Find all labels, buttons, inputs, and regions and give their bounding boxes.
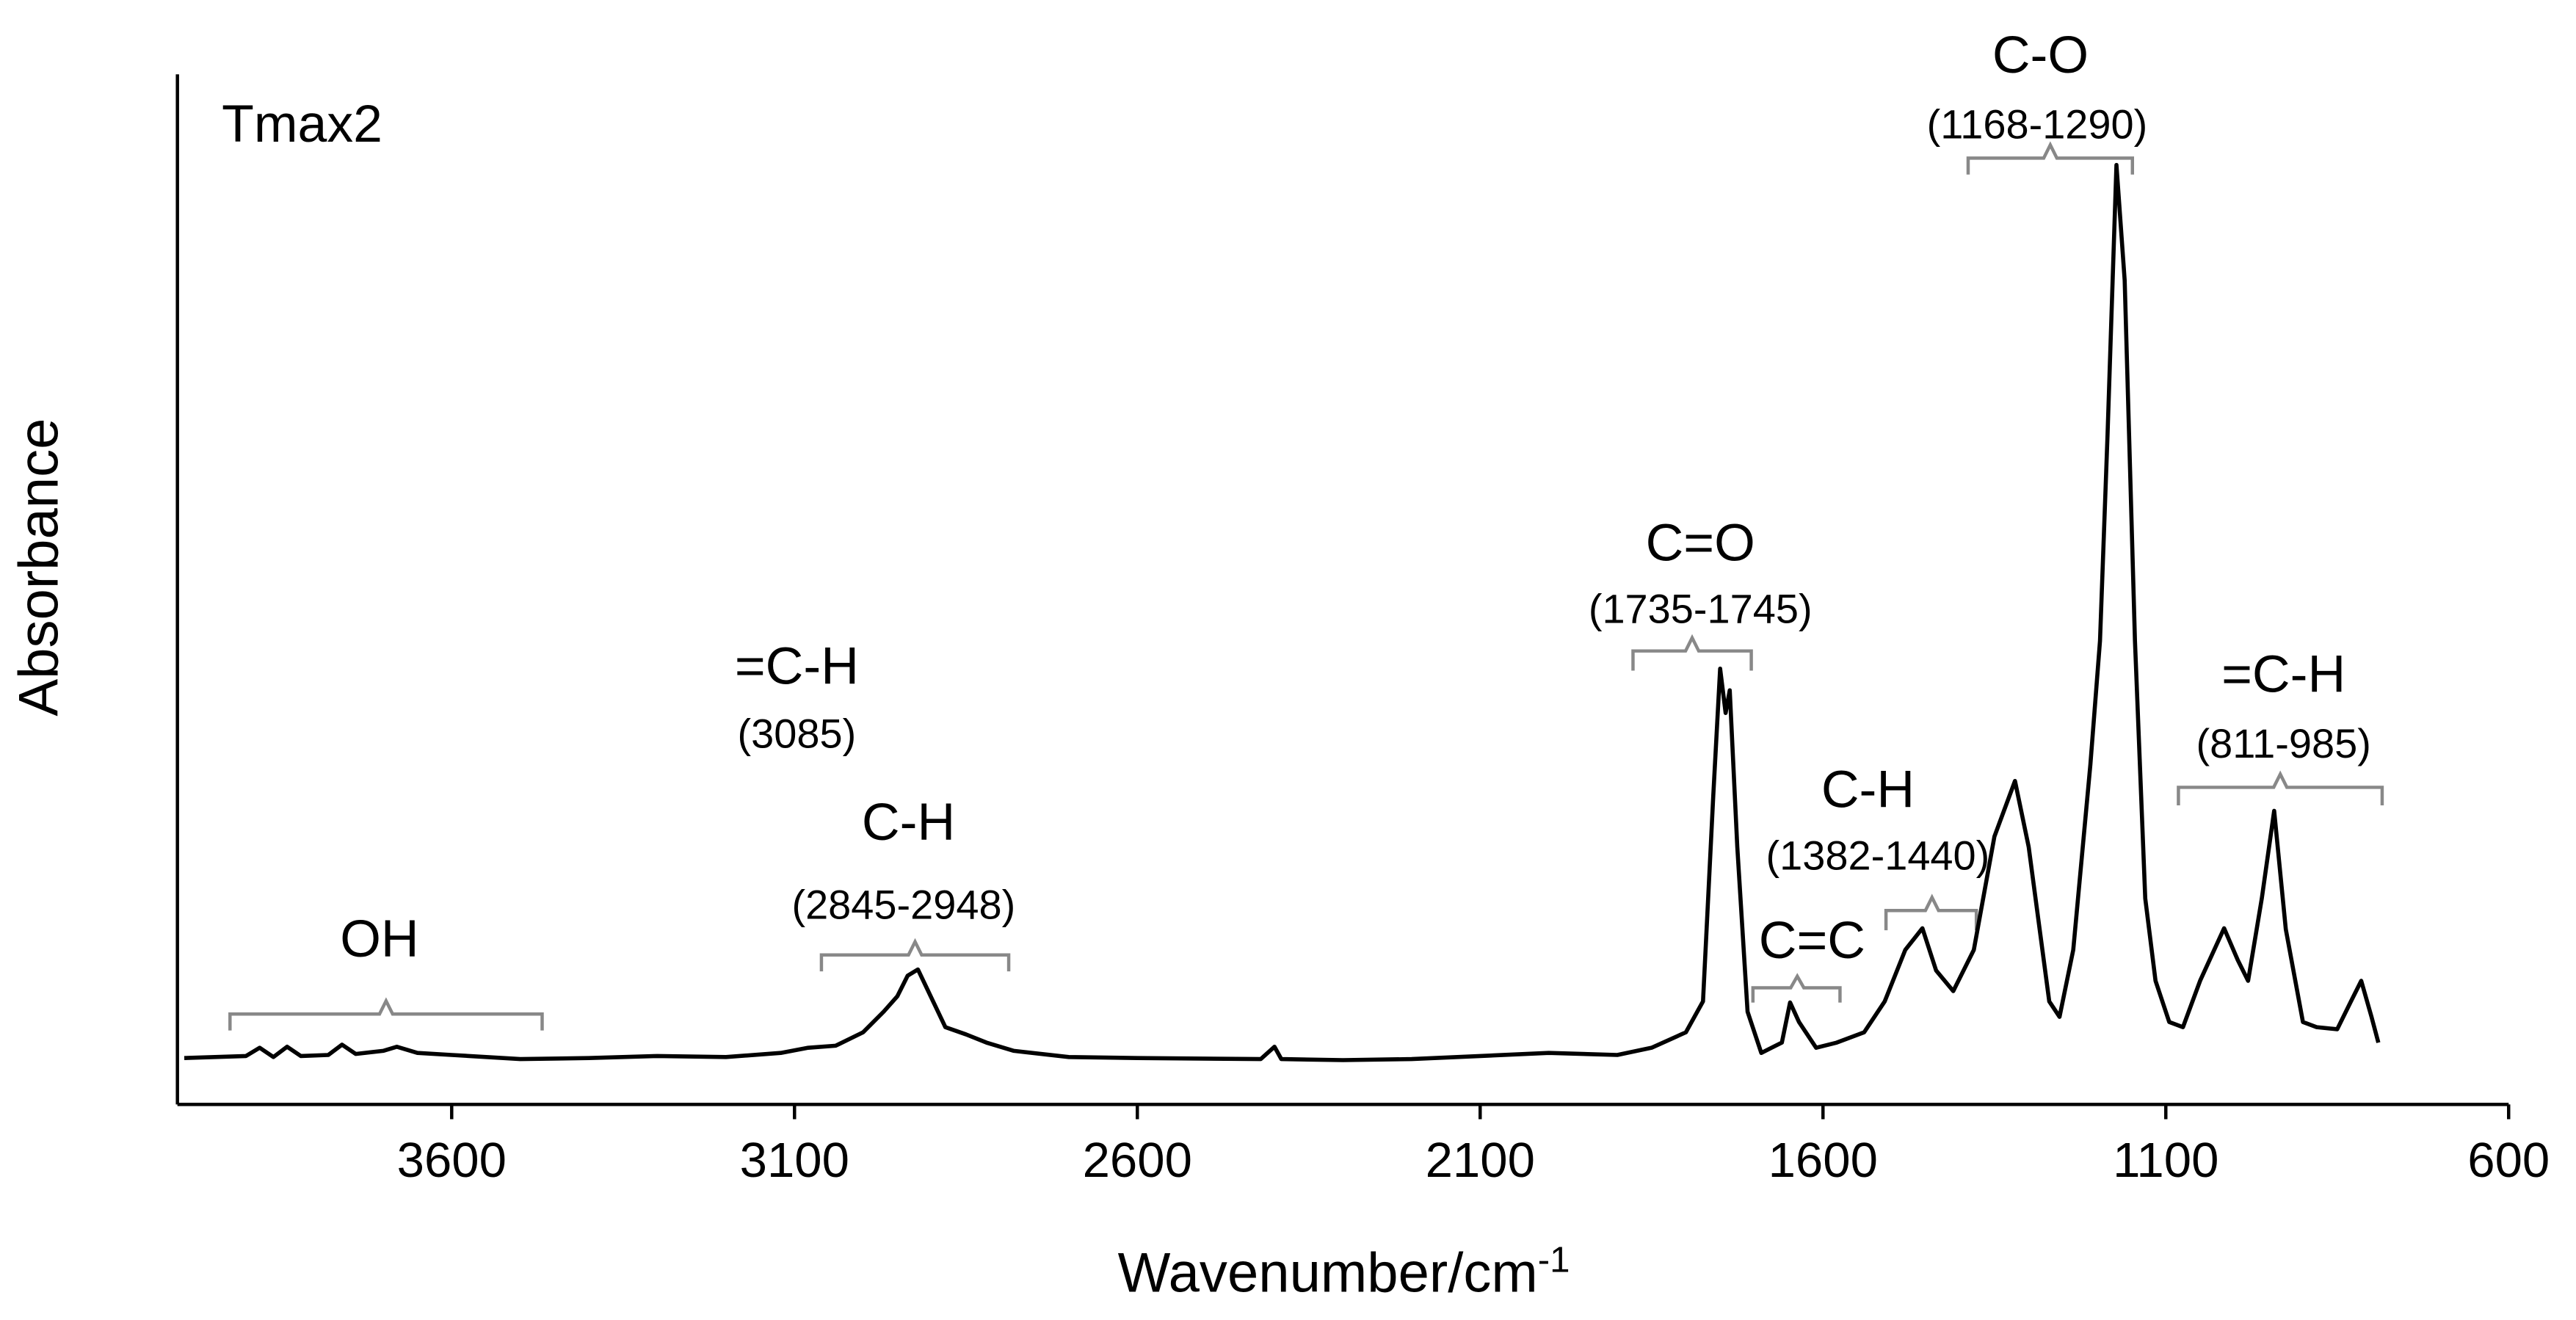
x-tick-label: 2100 <box>1426 1133 1535 1188</box>
x-tick-label: 1600 <box>1768 1133 1878 1188</box>
annotation: C-H <box>862 793 955 852</box>
x-tick-label: 2600 <box>1083 1133 1192 1188</box>
bracket <box>228 997 544 1031</box>
y-axis-label: Absorbance <box>7 418 70 717</box>
annotation: =C-H <box>735 637 859 695</box>
bracket <box>1884 893 1978 931</box>
annotation: C-H <box>1821 760 1915 819</box>
annotation: C=C <box>1759 911 1865 970</box>
x-tick-label: 3100 <box>740 1133 849 1188</box>
annotation: (3085) <box>738 711 857 757</box>
bracket <box>2177 770 2384 806</box>
annotation: (1735-1745) <box>1589 586 1813 632</box>
x-tick-label: 1100 <box>2113 1133 2218 1188</box>
x-tick-label: 600 <box>2467 1133 2550 1188</box>
annotation: OH <box>340 910 418 968</box>
annotation: (1382-1440) <box>1766 832 1990 878</box>
annotation: C-O <box>1992 26 2089 84</box>
x-axis-label-text: Wavenumber/cm <box>1118 1241 1538 1304</box>
series-label: Tmax2 <box>222 95 382 153</box>
x-axis-label: Wavenumber/cm-1 <box>1118 1240 1570 1305</box>
annotation: (1168-1290) <box>1927 101 2148 147</box>
bracket <box>819 938 1011 972</box>
annotation: C=O <box>1646 514 1755 573</box>
x-axis-label-sup: -1 <box>1538 1240 1570 1280</box>
annotation: (811-985) <box>2196 720 2370 766</box>
bracket <box>1751 973 1842 1003</box>
spectrum-line <box>184 162 2381 1062</box>
bracket <box>1631 634 1753 671</box>
x-tick-label: 3600 <box>397 1133 507 1188</box>
bracket <box>1966 141 2135 175</box>
annotation: =C-H <box>2221 645 2345 704</box>
annotation: (2845-2948) <box>791 881 1015 927</box>
